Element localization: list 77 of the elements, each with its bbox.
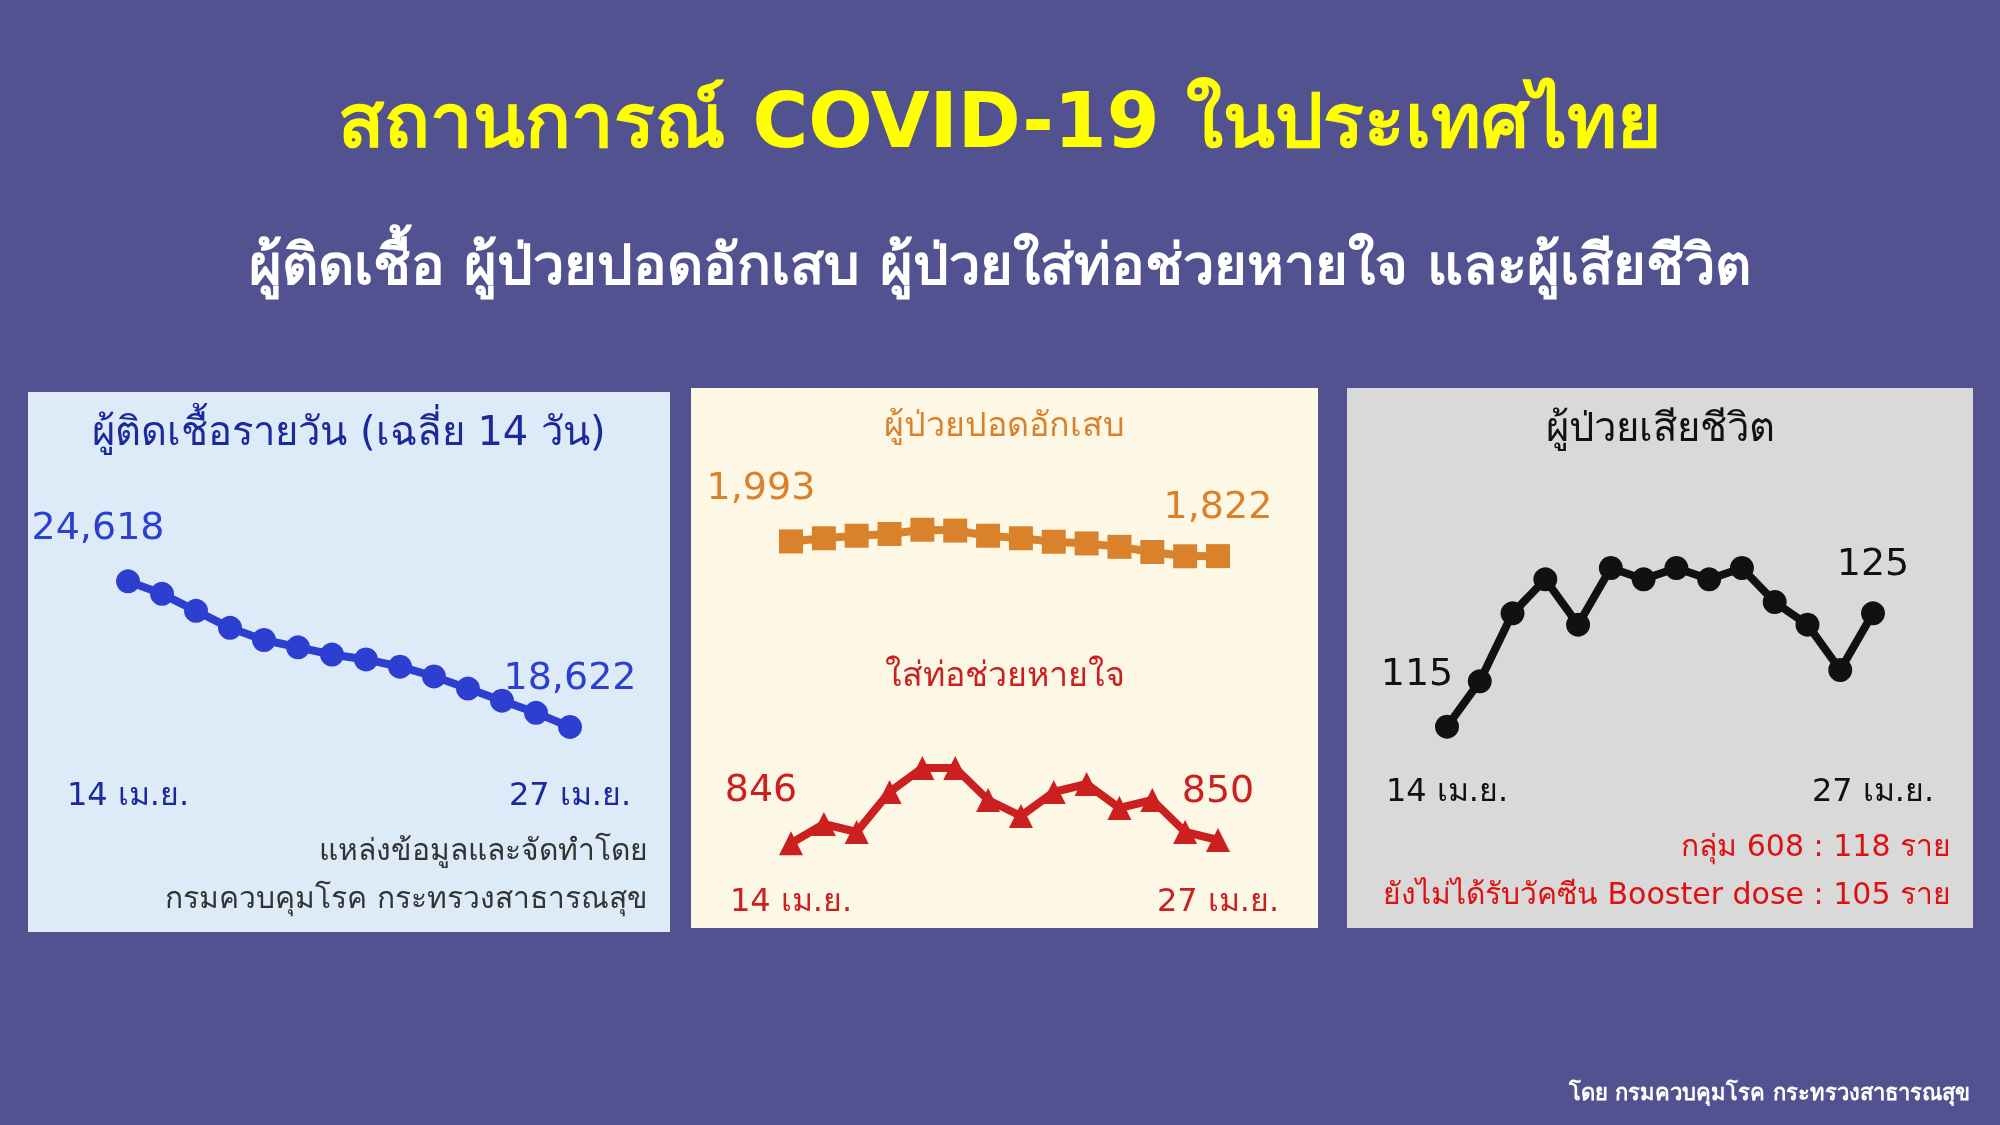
data-label: 850: [1181, 767, 1255, 811]
point: [1697, 567, 1722, 592]
point: [976, 523, 1001, 548]
point: [976, 788, 1001, 812]
point: [422, 664, 446, 689]
point: [1729, 556, 1754, 580]
text: สถานการณ์ COVID-19 ในประเทศไทย: [336, 75, 1664, 167]
point: [844, 820, 869, 844]
x-tick-label: 14 เม.ย.: [729, 881, 853, 919]
point: [844, 523, 869, 548]
point: [910, 756, 935, 780]
point: [1107, 796, 1132, 820]
data-label: 846: [724, 766, 798, 811]
point: [877, 522, 902, 546]
point: [1762, 590, 1787, 614]
point: [1008, 804, 1033, 828]
point: [811, 526, 836, 551]
point: [1008, 526, 1033, 551]
point: [150, 581, 174, 606]
chart-title: ผู้ป่วยเสียชีวิต: [1545, 404, 1775, 451]
point: [558, 714, 582, 739]
point: [1435, 714, 1459, 739]
point: [1206, 544, 1230, 569]
point: [1795, 612, 1820, 637]
point: [1206, 828, 1230, 852]
x-tick-label: 27 เม.ย.: [1811, 771, 1935, 809]
point: [779, 529, 803, 554]
text: กลุ่ม 608 : 118 ราย: [1681, 827, 1952, 865]
x-tick-label: 27 เม.ย.: [1156, 881, 1280, 919]
data-label: 18,622: [503, 653, 637, 698]
point: [1173, 820, 1198, 844]
point: [388, 654, 412, 679]
point: [1140, 540, 1165, 564]
data-label: 115: [1380, 649, 1454, 694]
chart-title: ผู้ติดเชื้อรายวัน (เฉลี่ย 14 วัน): [92, 402, 606, 455]
point: [1500, 601, 1525, 626]
x-tick-label: 27 เม.ย.: [508, 775, 632, 813]
point: [184, 598, 208, 623]
text: ยังไม่ได้รับวัคซีน Booster dose : 105 ราย: [1382, 875, 1952, 911]
x-tick-label: 14 เม.ย.: [1385, 771, 1509, 809]
point: [1074, 531, 1099, 556]
point: [1566, 612, 1591, 637]
point: [1173, 544, 1198, 569]
data-label: 24,618: [31, 504, 165, 549]
point: [252, 628, 276, 652]
point: [524, 700, 548, 725]
x-tick-label: 14 เม.ย.: [66, 775, 190, 813]
point: [943, 518, 968, 543]
data-label: 1,993: [706, 464, 816, 509]
point: [320, 642, 344, 667]
point: [456, 676, 480, 701]
point: [1074, 772, 1099, 796]
point: [1533, 567, 1558, 592]
point: [218, 615, 242, 640]
point: [354, 647, 378, 672]
chart-title: ใส่ท่อช่วยหายใจ: [884, 654, 1125, 694]
point: [1598, 556, 1623, 580]
point: [1467, 669, 1492, 694]
data-label: 125: [1836, 540, 1910, 585]
point: [779, 831, 803, 856]
chart-title: ผู้ป่วยปอดอักเสบ: [884, 404, 1125, 445]
point: [811, 812, 836, 836]
text: ผู้ติดเชื้อ ผู้ป่วยปอดอักเสบ ผู้ป่วยใส่ท่อช่วยหายใจ และผู้เสียชีวิต: [247, 223, 1753, 302]
point: [910, 517, 935, 542]
point: [1861, 601, 1885, 626]
point: [1041, 780, 1066, 804]
point: [1631, 567, 1656, 592]
text: กรมควบคุมโรค กระทรวงสาธารณสุข: [165, 879, 649, 917]
point: [1664, 556, 1689, 580]
text: แหล่งข้อมูลและจัดทำโดย: [319, 831, 648, 868]
text: โดย กรมควบคุมโรค กระทรวงสาธารณสุข: [1568, 1078, 1970, 1108]
point: [1041, 529, 1066, 554]
point: [286, 635, 310, 660]
point: [1107, 534, 1132, 559]
point: [1828, 658, 1853, 682]
data-label: 1,822: [1163, 483, 1273, 528]
point: [116, 569, 140, 594]
